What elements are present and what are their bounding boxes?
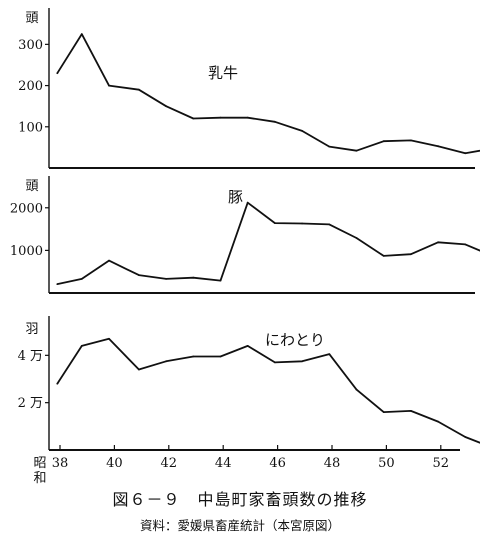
dairy-cattle-data-point [274,120,276,123]
chickens-data-point [56,382,59,385]
dairy-cattle-data-point [410,139,412,142]
chickens-data-point [410,410,412,412]
chickens-data-point [80,345,83,347]
pigs-panel: 頭 1000 2000 豚 [10,176,480,294]
dairy-cattle-data-point [108,84,110,87]
pigs-unit-label: 頭 [25,179,38,194]
figure-caption: 図６－９ 中島町家畜頭数の推移 [112,490,368,509]
chickens-data-point [246,345,249,347]
x-tick-label: 48 [324,456,341,471]
dairy-cattle-series-line [56,33,480,155]
dairy-cattle-data-point [437,145,439,148]
chickens-y-tick-label: 4 万 [18,349,43,364]
chickens-series-line [56,337,480,444]
x-era-label-top: 昭 [33,456,46,471]
chickens-data-point [108,337,110,340]
x-tick-label: 38 [52,456,69,471]
pigs-data-point [138,274,140,276]
pigs-y-tick-label: 2000 [10,201,43,216]
pigs-data-point [165,278,168,280]
x-tick-label: 50 [378,456,395,471]
figure-source-note: 資料：愛媛県畜産統計（本宮原図） [139,518,340,533]
chickens-data-point [382,411,385,413]
chickens-data-point [138,368,140,371]
chickens-y-tick-label: 2 万 [18,396,43,411]
dairy-cattle-data-point [219,116,222,119]
dairy-cattle-y-tick-label: 300 [18,38,43,53]
chickens-series-label: にわとり [265,331,325,349]
chickens-unit-label: 羽 [25,322,38,337]
chickens-data-point [192,355,195,358]
pigs-y-tick-label: 1000 [10,244,43,259]
pigs-data-point [355,237,358,239]
pigs-data-point [246,201,249,204]
pigs-data-point [56,283,59,285]
pigs-data-point [301,222,303,225]
pigs-series-line [57,201,480,285]
dairy-cattle-data-point [138,88,140,91]
dairy-cattle-y-tick-label: 200 [18,79,43,94]
dairy-cattle-data-point [328,145,331,148]
chickens-data-point [355,388,358,391]
pigs-data-point [410,253,412,256]
pigs-data-point [382,255,385,257]
x-tick-label: 52 [433,456,450,471]
dairy-cattle-data-point [165,105,168,108]
chickens-panel: 羽 2 万 4 万 にわとり [18,316,480,451]
pigs-data-point [192,276,195,279]
dairy-cattle-data-point [355,149,358,152]
pigs-data-point [80,278,83,280]
x-tick-label: 44 [215,456,232,471]
dairy-cattle-data-point [192,117,195,120]
pigs-data-point [437,241,439,244]
pigs-data-point [464,243,467,246]
dairy-cattle-y-tick-label: 100 [18,120,43,135]
dairy-cattle-data-point [80,33,83,35]
x-tick-label: 40 [106,456,123,471]
chickens-data-point [165,360,168,363]
x-tick-label: 42 [161,456,178,471]
dairy-cattle-panel: 頭 100 200 300 乳牛 [18,8,480,169]
pigs-series-label: 豚 [228,188,243,206]
chickens-data-point [437,420,439,423]
dairy-cattle-series-label: 乳牛 [208,64,238,82]
dairy-cattle-unit-label: 頭 [25,11,38,26]
pigs-data-point [274,222,276,225]
chickens-data-point [219,355,222,358]
x-era-label-bottom: 和 [33,471,46,486]
dairy-cattle-data-point [246,116,249,119]
chickens-data-point [328,353,331,355]
x-tick-label: 46 [269,456,286,471]
dairy-cattle-data-point [382,140,385,143]
dairy-cattle-data-point [464,152,467,155]
chickens-data-point [464,436,467,438]
x-axis: 38404244464850525456昭和 [33,445,450,486]
chickens-data-point [301,360,303,363]
pigs-data-point [108,259,110,262]
pigs-data-point [328,223,331,226]
pigs-data-point [219,279,222,282]
dairy-cattle-data-point [56,72,59,75]
chickens-data-point [274,361,276,364]
dairy-cattle-data-point [301,130,303,132]
